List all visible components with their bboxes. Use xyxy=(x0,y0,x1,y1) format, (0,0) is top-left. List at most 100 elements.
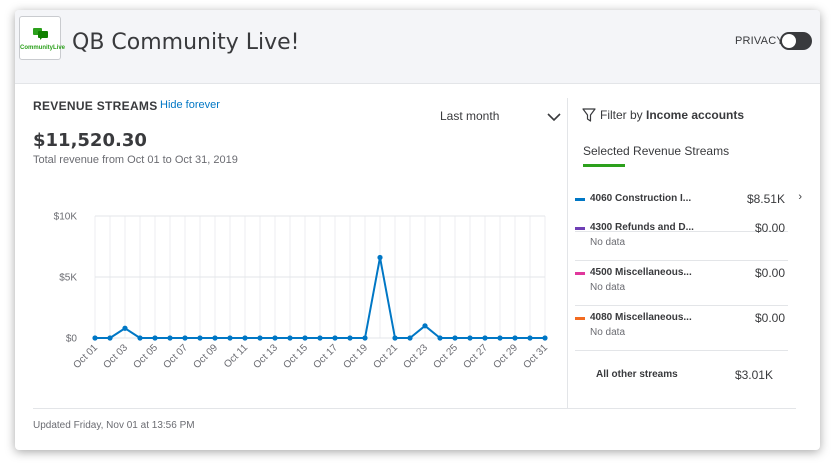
panel-divider xyxy=(567,98,568,408)
x-tick-label: Oct 19 xyxy=(342,342,371,371)
data-point xyxy=(197,335,203,341)
data-point xyxy=(92,335,98,341)
filter-text: Filter by Income accounts xyxy=(600,108,744,122)
stream-separator xyxy=(575,231,788,232)
filter-accounts: Income accounts xyxy=(646,108,745,122)
logo-text: CommunityLive xyxy=(20,45,66,51)
x-tick-label: Oct 07 xyxy=(162,342,191,371)
x-tick-label: Oct 03 xyxy=(102,342,131,371)
stream-nodata: No data xyxy=(590,282,626,293)
stream-value: $8.51K xyxy=(746,192,785,206)
privacy-label: PRIVACY xyxy=(735,35,784,47)
footer-divider xyxy=(33,408,796,409)
widget-title: REVENUE STREAMS xyxy=(33,99,158,113)
period-value: Last month xyxy=(440,109,500,123)
stream-separator xyxy=(575,260,788,261)
x-tick-label: Oct 17 xyxy=(312,342,341,371)
other-streams-value: $3.01K xyxy=(734,368,773,382)
data-point xyxy=(512,335,518,341)
data-point xyxy=(242,335,248,341)
data-point xyxy=(227,335,233,341)
data-point xyxy=(497,335,503,341)
stream-nodata: No data xyxy=(590,237,626,248)
stream-row[interactable]: 4060 Construction I... $8.51K › xyxy=(575,188,802,232)
x-tick-label: Oct 09 xyxy=(192,342,221,371)
x-tick-label: Oct 29 xyxy=(492,342,521,371)
y-tick-label: $0 xyxy=(66,334,78,345)
chevron-down-icon xyxy=(547,113,561,122)
widget-frame: CommunityLive QB Community Live! PRIVACY… xyxy=(15,10,820,450)
data-point xyxy=(467,335,473,341)
app-header: CommunityLive QB Community Live! PRIVACY xyxy=(15,10,820,84)
stream-name: 4500 Miscellaneous... xyxy=(590,267,692,278)
selected-streams-title: Selected Revenue Streams xyxy=(583,144,730,158)
stream-color-swatch xyxy=(575,198,585,201)
data-point xyxy=(347,335,353,341)
updated-timestamp: Updated Friday, Nov 01 at 13:56 PM xyxy=(33,420,195,431)
stream-value: $0.00 xyxy=(754,266,785,280)
data-point xyxy=(212,335,218,341)
data-point xyxy=(317,335,323,341)
period-dropdown[interactable]: Last month xyxy=(440,108,562,128)
x-tick-label: Oct 13 xyxy=(252,342,281,371)
app-logo: CommunityLive xyxy=(19,16,66,60)
stream-name: 4080 Miscellaneous... xyxy=(590,312,692,323)
y-tick-label: $5K xyxy=(59,273,77,284)
data-point xyxy=(137,335,143,341)
x-tick-label: Oct 05 xyxy=(132,342,161,371)
data-point xyxy=(272,335,278,341)
x-tick-label: Oct 11 xyxy=(222,342,250,370)
data-point xyxy=(287,335,293,341)
stream-color-swatch xyxy=(575,227,585,230)
data-point xyxy=(437,335,443,341)
stream-name: 4300 Refunds and D... xyxy=(590,222,694,233)
stream-separator xyxy=(575,305,788,306)
y-tick-label: $10K xyxy=(54,212,78,223)
x-tick-label: Oct 23 xyxy=(402,342,431,371)
data-point xyxy=(257,335,263,341)
stream-row[interactable]: 4500 Miscellaneous... No data $0.00 xyxy=(575,262,788,306)
app-title: QB Community Live! xyxy=(72,30,300,55)
x-tick-label: Oct 25 xyxy=(432,342,461,371)
data-point xyxy=(422,323,428,329)
stream-nodata: No data xyxy=(590,327,626,338)
hide-forever-link[interactable]: Hide forever xyxy=(160,99,220,111)
data-point xyxy=(302,335,308,341)
x-tick-label: Oct 21 xyxy=(372,342,401,371)
privacy-toggle[interactable] xyxy=(780,32,812,50)
stream-row[interactable]: 4300 Refunds and D... No data $0.00 xyxy=(575,217,788,261)
stream-value: $0.00 xyxy=(754,221,785,235)
chat-bubbles-icon xyxy=(33,28,48,40)
data-point xyxy=(152,335,158,341)
total-revenue-subtitle: Total revenue from Oct 01 to Oct 31, 201… xyxy=(33,154,238,166)
data-point xyxy=(392,335,398,341)
x-tick-label: Oct 01 xyxy=(72,342,101,371)
data-point xyxy=(482,335,488,341)
data-point xyxy=(167,335,173,341)
data-point xyxy=(542,335,548,341)
stream-row[interactable]: 4080 Miscellaneous... No data $0.00 xyxy=(575,307,788,351)
x-tick-label: Oct 27 xyxy=(462,342,491,371)
x-tick-label: Oct 15 xyxy=(282,342,311,371)
data-point xyxy=(377,254,383,261)
chevron-right-icon[interactable]: › xyxy=(798,191,802,203)
data-point xyxy=(527,335,533,341)
filter-funnel-icon xyxy=(582,108,596,122)
data-point xyxy=(107,335,113,341)
stream-separator xyxy=(575,350,788,351)
x-tick-label: Oct 31 xyxy=(522,342,551,371)
stream-name: 4060 Construction I... xyxy=(590,193,692,204)
toggle-knob xyxy=(782,34,796,48)
filter-prefix: Filter by xyxy=(600,108,647,122)
stream-color-swatch xyxy=(575,272,585,275)
data-point xyxy=(332,335,338,341)
stream-color-swatch xyxy=(575,317,585,320)
data-point xyxy=(407,335,413,341)
total-revenue: $11,520.30 xyxy=(33,130,147,151)
selected-tab-underline xyxy=(583,164,625,167)
other-streams-label: All other streams xyxy=(596,369,678,380)
data-point xyxy=(122,325,128,331)
data-point xyxy=(182,335,188,341)
stream-value: $0.00 xyxy=(754,311,785,325)
